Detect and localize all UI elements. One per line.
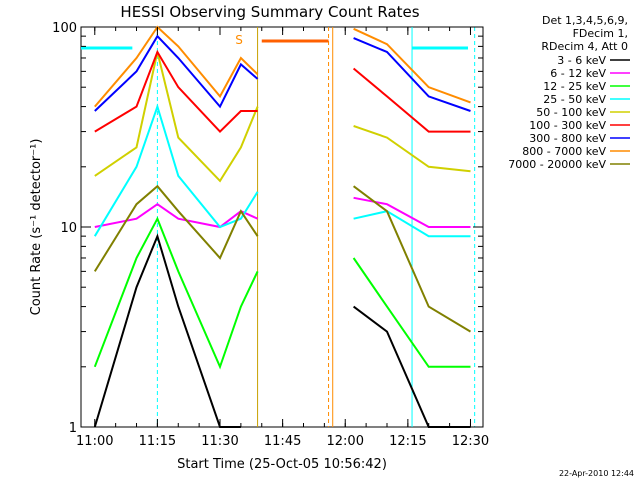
legend-label: 3 - 6 keV	[557, 54, 606, 67]
x-tick-label: 12:30	[452, 434, 489, 449]
series-layer	[93, 25, 472, 428]
series-line-4-a	[94, 51, 259, 183]
x-tick-label: 11:30	[201, 434, 238, 449]
series-line-1-b	[353, 196, 471, 228]
series-line-4-b	[353, 125, 471, 173]
legend-label: 7000 - 20000 keV	[508, 158, 606, 171]
series-line-8-b	[353, 185, 472, 333]
series-line-3-b	[353, 210, 471, 238]
x-tick-label: 11:15	[139, 434, 176, 449]
series-line-0-a	[93, 233, 241, 428]
chart-title: HESSI Observing Summary Count Rates	[120, 3, 419, 21]
legend-label: 50 - 100 keV	[536, 106, 606, 119]
series-line-7-b	[353, 27, 471, 104]
series-line-5-a	[94, 49, 258, 134]
y-axis-label: Count Rate (s⁻¹ detector⁻¹)	[29, 139, 44, 316]
y-tick-label: 10	[60, 221, 77, 236]
x-tick-label: 11:45	[264, 434, 301, 449]
plot-frame	[80, 26, 484, 428]
legend-header-line: FDecim 1,	[573, 27, 628, 40]
legend-label: 12 - 25 keV	[543, 80, 606, 93]
legend-label: 25 - 50 keV	[543, 93, 606, 106]
series-line-7-a	[94, 25, 259, 108]
series-line-6-a	[94, 34, 259, 112]
legend-label: 100 - 300 keV	[529, 119, 606, 132]
series-line-8-a	[93, 184, 259, 272]
legend-label: 6 - 12 keV	[550, 67, 606, 80]
series-line-6-b	[353, 37, 471, 112]
orbit-markers	[81, 27, 476, 427]
series-line-3-a	[93, 103, 259, 237]
legend-header-line: RDecim 4, Att 0	[541, 40, 628, 53]
x-tick-label: 12:00	[327, 434, 364, 449]
y-tick-label: 100	[52, 21, 77, 36]
series-line-5-b	[352, 67, 471, 133]
legend: Det 1,3,4,5,6,9,FDecim 1,RDecim 4, Att 0…	[508, 14, 630, 171]
series-line-2-b	[352, 257, 471, 368]
footer-date: 22-Apr-2010 12:44	[559, 469, 634, 478]
saa-marker: S	[235, 33, 243, 47]
x-axis-ticks: 11:00 11:15 11:30 11:45 12:00 12:15 12:30	[76, 27, 489, 449]
legend-label: 300 - 800 keV	[529, 132, 606, 145]
x-tick-label: 11:00	[76, 434, 113, 449]
legend-header-line: Det 1,3,4,5,6,9,	[542, 14, 628, 27]
legend-label: 800 - 7000 keV	[522, 145, 606, 158]
series-line-2-a	[93, 216, 259, 370]
x-tick-label: 12:15	[389, 434, 426, 449]
y-tick-label: 1	[69, 421, 77, 436]
y-axis-ticks: 1 10 100	[52, 21, 483, 436]
x-axis-label: Start Time (25-Oct-05 10:56:42)	[177, 457, 387, 472]
